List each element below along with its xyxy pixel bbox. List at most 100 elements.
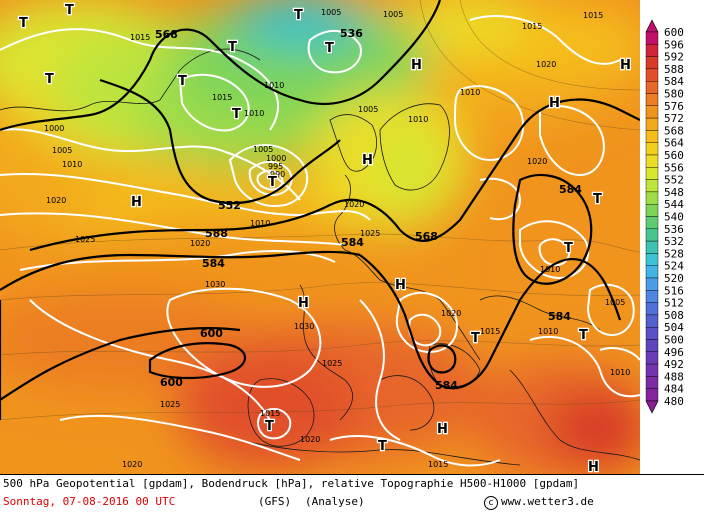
legend-level-label: 548 xyxy=(664,186,684,199)
geopotential-label: 584 xyxy=(341,236,364,249)
legend-level-label: 532 xyxy=(664,235,684,248)
legend-level-label: 552 xyxy=(664,174,684,187)
legend-swatch xyxy=(645,105,659,119)
legend-swatch xyxy=(645,351,659,365)
legend-swatch xyxy=(645,253,659,266)
legend-swatch xyxy=(645,56,659,70)
legend-swatch xyxy=(645,80,659,94)
legend-swatch xyxy=(645,179,659,193)
legend-level-label: 600 xyxy=(664,26,684,39)
legend-level-label: 592 xyxy=(664,51,684,64)
geopotential-label: 584 xyxy=(435,379,458,392)
pressure-label: 1020 xyxy=(300,435,320,444)
legend-swatch xyxy=(645,327,659,340)
geopotential-contours xyxy=(0,0,640,420)
pressure-label: 1025 xyxy=(322,359,342,368)
legend-level-label: 536 xyxy=(664,223,684,236)
geopotential-label: 552 xyxy=(218,199,241,212)
legend-swatch xyxy=(645,290,659,303)
legend-arrow-up xyxy=(645,19,659,33)
pressure-label: 1030 xyxy=(294,322,314,331)
high-pressure-marker: H xyxy=(549,96,560,111)
pressure-label: 990 xyxy=(270,170,285,179)
high-pressure-marker: H xyxy=(411,58,422,73)
pressure-label: 1015 xyxy=(212,93,232,102)
pressure-label: 1020 xyxy=(536,60,556,69)
pressure-label: 1010 xyxy=(540,265,560,274)
valid-date-text: Sonntag, 07-08-2016 00 UTC xyxy=(3,495,176,508)
legend-level-label: 508 xyxy=(664,309,684,322)
pressure-label: 1015 xyxy=(480,327,500,336)
pressure-label: 1005 xyxy=(253,145,273,154)
geopotential-label: 536 xyxy=(340,27,363,40)
geopotential-label: 600 xyxy=(200,327,223,340)
geopotential-label: 584 xyxy=(548,310,571,323)
legend-swatch xyxy=(645,93,659,107)
pressure-label: 1005 xyxy=(605,298,625,307)
valid-date: Sonntag, 07-08-2016 00 UTC xyxy=(3,495,175,508)
pressure-label: 1010 xyxy=(408,115,428,124)
legend-swatch xyxy=(645,191,659,205)
pressure-label: 995 xyxy=(268,162,283,171)
thickness-shading xyxy=(0,0,640,474)
legend-swatch xyxy=(645,130,659,143)
pressure-label: 1005 xyxy=(52,146,72,155)
legend-swatch xyxy=(645,31,659,45)
legend-swatch xyxy=(645,216,659,230)
low-pressure-marker: T xyxy=(228,40,237,55)
legend-arrow-down xyxy=(645,400,659,414)
low-pressure-marker: T xyxy=(232,107,241,122)
pressure-label: 1010 xyxy=(264,81,284,90)
pressure-label: 1020 xyxy=(527,157,547,166)
geopotential-label: 584 xyxy=(202,257,225,270)
low-pressure-marker: T xyxy=(378,439,387,454)
legend-swatch xyxy=(645,68,659,82)
pressure-label: 1015 xyxy=(522,22,542,31)
run-type: (Analyse) xyxy=(305,495,365,508)
high-pressure-marker: H xyxy=(395,278,406,293)
legend-level-label: 500 xyxy=(664,334,684,347)
source-site-text: www.wetter3.de xyxy=(501,495,594,508)
high-pressure-marker: H xyxy=(588,460,599,474)
low-pressure-marker: T xyxy=(325,41,334,56)
pressure-label: 1000 xyxy=(266,154,286,163)
geopotential-label: 588 xyxy=(205,227,228,240)
legend-swatch xyxy=(645,388,659,402)
geopotential-label: 568 xyxy=(415,230,438,243)
legend-swatch xyxy=(645,363,659,377)
legend-swatch xyxy=(645,265,659,279)
pressure-label: 1025 xyxy=(75,235,95,244)
color-legend: 600 596 592 588 584 580 576 572 568 564 560 556 552 5… xyxy=(640,0,704,474)
pressure-label: 1020 xyxy=(46,196,66,205)
legend-swatch xyxy=(645,240,659,254)
high-pressure-marker: H xyxy=(131,195,142,210)
geopotential-labels: 568 536 552 588 584 584 568 584 600 600 … xyxy=(155,27,582,392)
legend-swatch xyxy=(645,314,659,328)
low-pressure-marker: T xyxy=(579,328,588,343)
pressure-label: 1015 xyxy=(130,33,150,42)
low-pressure-marker: T xyxy=(268,175,277,190)
legend-level-label: 564 xyxy=(664,137,684,150)
legend-swatch xyxy=(645,302,659,316)
legend-level-label: 484 xyxy=(664,383,684,396)
map-description: 500 hPa Geopotential [gpdam], Bodendruck… xyxy=(3,477,580,490)
low-pressure-marker: T xyxy=(45,72,54,87)
isobars xyxy=(0,15,640,467)
legend-swatch xyxy=(645,167,659,180)
pressure-label: 1020 xyxy=(122,460,142,469)
legend-level-label: 540 xyxy=(664,211,684,224)
thickness-isolines xyxy=(0,0,640,421)
low-pressure-marker: T xyxy=(265,419,274,434)
pressure-label: 1010 xyxy=(610,368,630,377)
model-name: (GFS) xyxy=(258,495,292,508)
copyright-icon: c xyxy=(484,496,498,510)
geopotential-label: 568 xyxy=(155,28,178,41)
pressure-label: 1000 xyxy=(44,124,64,133)
legend-level-label: 568 xyxy=(664,124,684,137)
color-legend-bar: 6005965925885845805765725685645605565525… xyxy=(645,19,684,414)
low-pressure-marker: T xyxy=(65,3,74,18)
legend-level-label: 576 xyxy=(664,100,684,113)
pressure-label: 1005 xyxy=(383,10,403,19)
pressure-label: 1015 xyxy=(583,11,603,20)
pressure-systems: T T T T T T T T T T T T T T T H H H H H … xyxy=(18,2,632,474)
